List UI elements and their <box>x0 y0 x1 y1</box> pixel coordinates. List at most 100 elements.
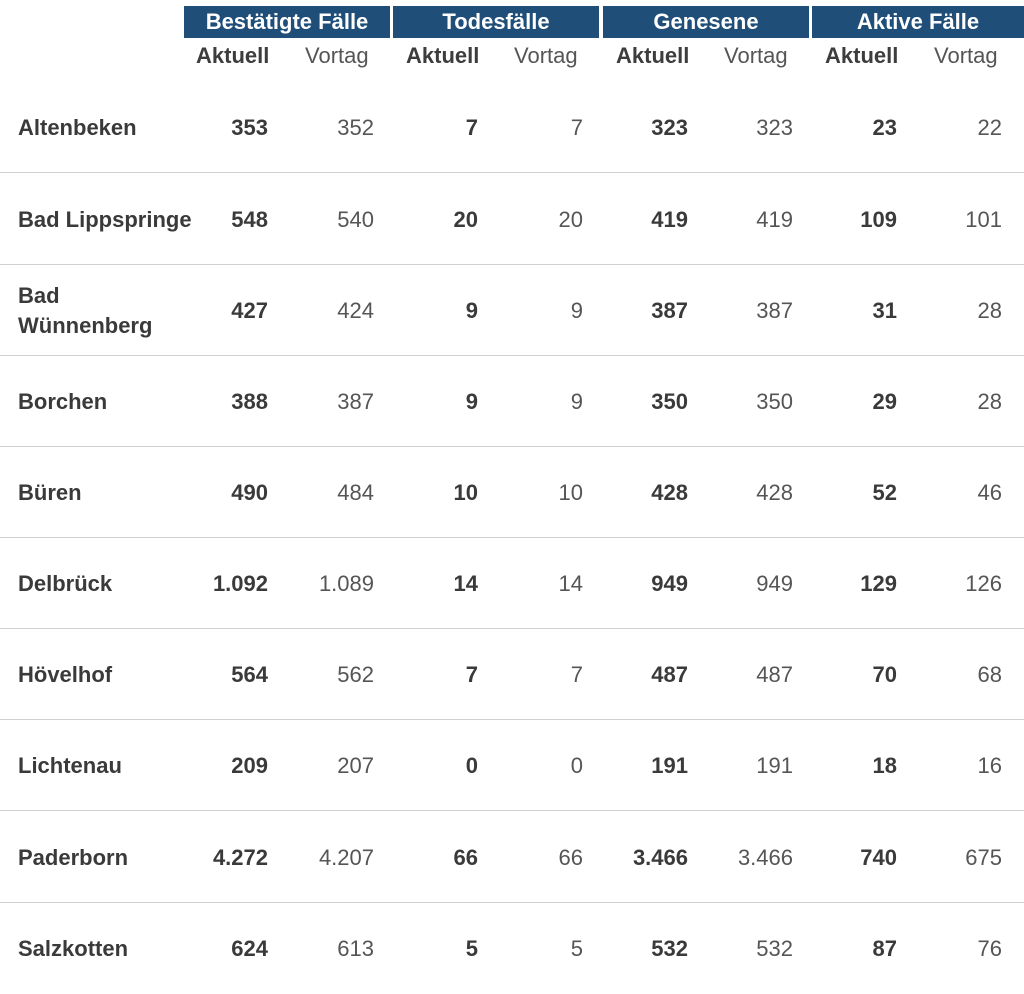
group-header-active: Aktive Fälle <box>812 6 1024 38</box>
previous-value-cell: 28 <box>977 388 1002 414</box>
current-value-cell: 191 <box>651 752 688 778</box>
previous-value-cell: 191 <box>756 752 793 778</box>
previous-value-cell: 424 <box>337 297 374 323</box>
current-value-cell: 52 <box>872 479 897 505</box>
previous-value-cell: 562 <box>337 661 374 687</box>
table-row: Bad Wünnenberg 427 424 9 9 387 387 31 28 <box>0 265 1024 356</box>
previous-value-cell: 949 <box>756 570 793 596</box>
previous-value-cell: 10 <box>558 479 583 505</box>
municipality-name: Lichtenau <box>18 752 122 778</box>
current-value-cell: 428 <box>651 479 688 505</box>
subheader-deaths-previous: Vortag <box>514 43 578 68</box>
current-value-cell: 209 <box>231 752 268 778</box>
table-row: Büren 490 484 10 10 428 428 52 46 <box>0 447 1024 538</box>
subheader-recovered-previous: Vortag <box>724 43 788 68</box>
current-value-cell: 87 <box>872 935 897 961</box>
current-value-cell: 10 <box>453 479 478 505</box>
previous-value-cell: 532 <box>756 935 793 961</box>
previous-value-cell: 207 <box>337 752 374 778</box>
previous-value-cell: 68 <box>977 661 1002 687</box>
current-value-cell: 323 <box>651 114 688 140</box>
current-value-cell: 7 <box>465 661 478 687</box>
current-value-cell: 7 <box>465 114 478 140</box>
subheader-confirmed-previous: Vortag <box>305 43 369 68</box>
group-header-confirmed: Bestätigte Fälle <box>184 6 390 38</box>
previous-value-cell: 352 <box>337 114 374 140</box>
current-value-cell: 9 <box>465 297 478 323</box>
previous-value-cell: 126 <box>965 570 1002 596</box>
current-value-cell: 3.466 <box>632 844 688 870</box>
current-value-cell: 487 <box>651 661 688 687</box>
previous-value-cell: 28 <box>977 297 1002 323</box>
current-value-cell: 350 <box>651 388 688 414</box>
previous-value-cell: 350 <box>756 388 793 414</box>
municipality-name: Delbrück <box>18 570 113 596</box>
table-row: Paderborn 4.272 4.207 66 66 3.466 3.466 740 675 <box>0 812 1024 903</box>
current-value-cell: 31 <box>872 297 897 323</box>
previous-value-cell: 323 <box>756 114 793 140</box>
previous-value-cell: 5 <box>570 935 583 961</box>
previous-value-cell: 0 <box>570 752 583 778</box>
group-header-deaths: Todesfälle <box>393 6 599 38</box>
table-row: Bad Lippspringe 548 540 20 20 419 419 109 101 <box>0 174 1024 265</box>
current-value-cell: 29 <box>872 388 897 414</box>
municipality-name: Bad Wünnenberg <box>18 282 153 338</box>
table-row: Borchen 388 387 9 9 350 350 29 28 <box>0 356 1024 447</box>
current-value-cell: 564 <box>231 661 268 687</box>
previous-value-cell: 76 <box>977 935 1002 961</box>
current-value-cell: 548 <box>231 206 268 232</box>
municipality-name: Hövelhof <box>18 661 113 687</box>
subheader-recovered-current: Aktuell <box>616 43 690 68</box>
current-value-cell: 1.092 <box>212 570 268 596</box>
previous-value-cell: 613 <box>337 935 374 961</box>
previous-value-cell: 428 <box>756 479 793 505</box>
current-value-cell: 5 <box>465 935 478 961</box>
previous-value-cell: 419 <box>756 206 793 232</box>
previous-value-cell: 387 <box>756 297 793 323</box>
municipality-name: Altenbeken <box>18 114 137 140</box>
previous-value-cell: 487 <box>756 661 793 687</box>
current-value-cell: 0 <box>465 752 478 778</box>
previous-value-cell: 66 <box>558 844 583 870</box>
previous-value-cell: 4.207 <box>318 844 374 870</box>
table-row: Lichtenau 209 207 0 0 191 191 18 16 <box>0 720 1024 811</box>
current-value-cell: 490 <box>231 479 268 505</box>
previous-value-cell: 9 <box>570 388 583 414</box>
previous-value-cell: 540 <box>337 206 374 232</box>
current-value-cell: 20 <box>453 206 478 232</box>
subheader-active-previous: Vortag <box>934 43 998 68</box>
previous-value-cell: 484 <box>337 479 374 505</box>
municipality-name: Büren <box>18 479 82 505</box>
current-value-cell: 624 <box>231 935 268 961</box>
current-value-cell: 427 <box>231 297 268 323</box>
current-value-cell: 14 <box>453 570 478 596</box>
current-value-cell: 532 <box>651 935 688 961</box>
table-row: Salzkotten 624 613 5 5 532 532 87 76 <box>0 903 1024 994</box>
current-value-cell: 129 <box>860 570 897 596</box>
current-value-cell: 9 <box>465 388 478 414</box>
previous-value-cell: 46 <box>977 479 1002 505</box>
previous-value-cell: 101 <box>965 206 1002 232</box>
previous-value-cell: 9 <box>570 297 583 323</box>
subheader-confirmed-current: Aktuell <box>196 43 270 68</box>
previous-value-cell: 16 <box>977 752 1002 778</box>
previous-value-cell: 22 <box>977 114 1002 140</box>
group-header-recovered: Genesene <box>603 6 809 38</box>
previous-value-cell: 7 <box>570 114 583 140</box>
previous-value-cell: 387 <box>337 388 374 414</box>
current-value-cell: 949 <box>651 570 688 596</box>
previous-value-cell: 7 <box>570 661 583 687</box>
current-value-cell: 740 <box>860 844 897 870</box>
previous-value-cell: 3.466 <box>737 844 793 870</box>
table-row: Hövelhof 564 562 7 7 487 487 70 68 <box>0 629 1024 720</box>
table-row: Altenbeken 353 352 7 7 323 323 23 22 <box>0 82 1024 173</box>
previous-value-cell: 20 <box>558 206 583 232</box>
current-value-cell: 353 <box>231 114 268 140</box>
current-value-cell: 23 <box>872 114 897 140</box>
current-value-cell: 4.272 <box>212 844 268 870</box>
current-value-cell: 70 <box>872 661 897 687</box>
municipality-name: Bad Lippspringe <box>18 206 192 232</box>
current-value-cell: 66 <box>453 844 478 870</box>
previous-value-cell: 1.089 <box>318 570 374 596</box>
